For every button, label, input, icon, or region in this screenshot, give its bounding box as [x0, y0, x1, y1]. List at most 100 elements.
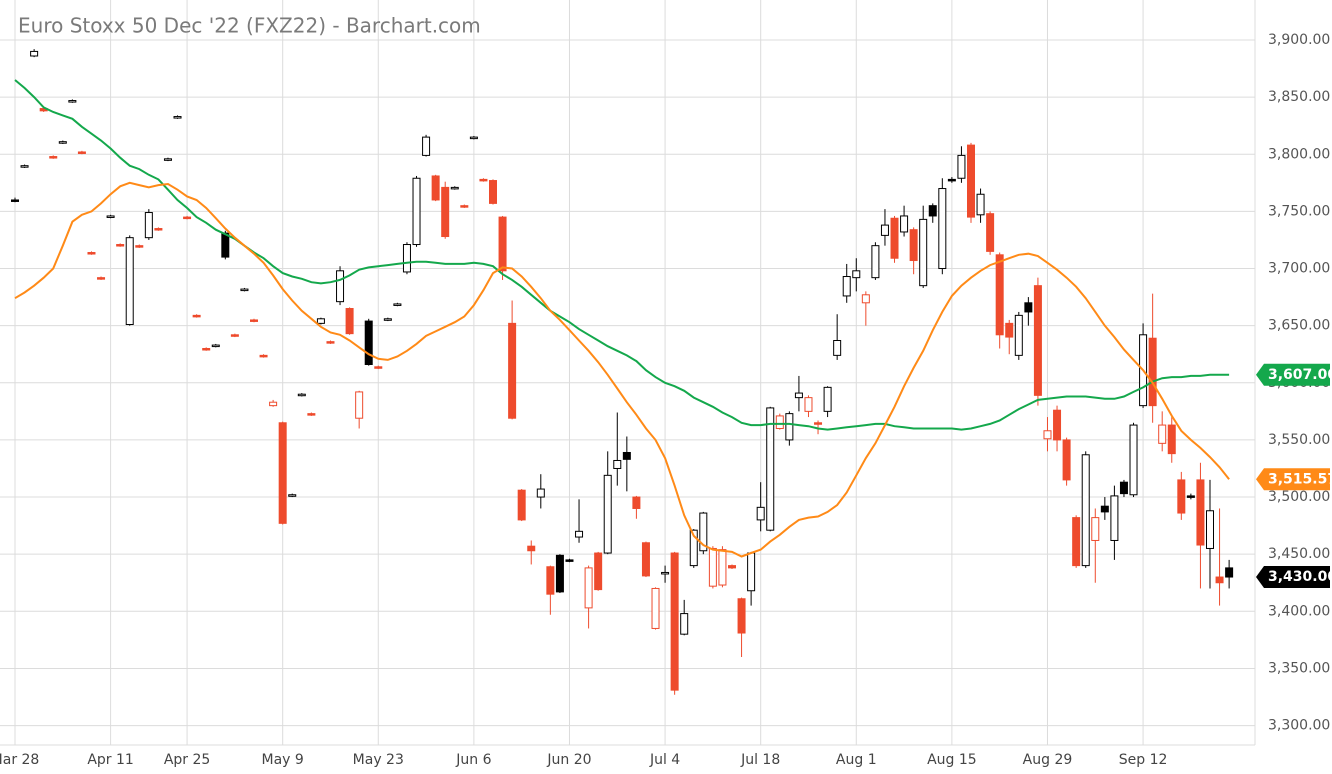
candle-body: [565, 559, 574, 562]
candle-body: [546, 566, 555, 595]
candle-body: [1091, 517, 1100, 541]
candle-body: [163, 158, 172, 161]
ma-line: [14, 181, 1230, 558]
candle-body: [154, 228, 163, 231]
x-tick-label: Apr 25: [164, 752, 210, 768]
candle-body: [536, 488, 545, 498]
candle-body: [469, 136, 478, 140]
y-tick-label: 3,650.00: [1268, 318, 1330, 334]
candle-body: [1177, 479, 1186, 514]
candle-body: [355, 391, 364, 419]
price-badge-label: 3,430.00: [1268, 569, 1332, 585]
candle-body: [431, 175, 440, 201]
candle-body: [938, 188, 947, 270]
candle-body: [1196, 479, 1205, 546]
candle-body: [833, 340, 842, 356]
x-tick-label: Sep 12: [1119, 752, 1168, 768]
candle-body: [1100, 505, 1109, 513]
candle-body: [1215, 576, 1224, 584]
candle-body: [1158, 424, 1167, 444]
candle-body: [58, 141, 67, 144]
y-tick-label: 3,850.00: [1268, 89, 1330, 105]
candle-body: [871, 245, 880, 279]
candle-body: [345, 308, 354, 335]
candle-body: [890, 217, 899, 259]
candle-body: [87, 252, 96, 255]
x-tick-label: Jun 20: [546, 752, 591, 768]
candle-body: [49, 156, 58, 159]
candle-body: [125, 237, 134, 326]
y-tick-label: 3,500.00: [1268, 489, 1330, 505]
chart-title: Euro Stoxx 50 Dec '22 (FXZ22) - Barchart…: [18, 14, 481, 38]
price-badge: [1256, 363, 1330, 386]
candle-body: [1225, 567, 1234, 578]
price-badge-label: 3,515.57: [1268, 471, 1332, 487]
candle-body: [173, 116, 182, 119]
candle-body: [30, 50, 39, 57]
candle-body: [575, 530, 584, 538]
y-tick-label: 3,800.00: [1268, 146, 1330, 162]
candle-body: [747, 552, 756, 592]
candle-body: [1024, 302, 1033, 313]
candle-body: [97, 277, 106, 280]
x-tick-label: Apr 11: [87, 752, 133, 768]
candle-body: [20, 165, 29, 168]
candle-body: [919, 218, 928, 287]
candle-body: [680, 613, 689, 635]
candle-body: [1129, 424, 1138, 496]
candle-body: [584, 567, 593, 609]
y-tick-label: 3,450.00: [1268, 546, 1330, 562]
candle-body: [450, 186, 459, 190]
candle-body: [967, 144, 975, 218]
candle-body: [1053, 409, 1062, 441]
y-tick-label: 3,750.00: [1268, 203, 1330, 219]
y-tick-label: 3,700.00: [1268, 261, 1330, 277]
candle-body: [1062, 439, 1071, 481]
candle-body: [814, 422, 823, 425]
candle-body: [823, 386, 832, 412]
candle-body: [508, 322, 517, 419]
candle-body: [77, 151, 86, 154]
candle-body: [240, 288, 249, 292]
candle-body: [269, 401, 278, 407]
candle-body: [412, 177, 421, 246]
candle-body: [479, 178, 488, 182]
candle-body: [661, 571, 670, 575]
x-tick-label: Aug 29: [1023, 752, 1073, 768]
candle-body: [1186, 495, 1195, 498]
plot: [11, 49, 1234, 695]
candle-body: [422, 136, 431, 156]
candle-body: [1110, 495, 1119, 541]
x-tick-label: Jul 18: [740, 752, 780, 768]
grid: [0, 0, 1256, 746]
candle-body: [1167, 424, 1176, 455]
candle-body: [192, 314, 201, 318]
candle-body: [1206, 510, 1214, 549]
candle-body: [976, 193, 985, 216]
candle-body: [441, 186, 450, 238]
candle-body: [68, 100, 77, 103]
x-tick-label: Mar 28: [0, 752, 39, 768]
candle-body: [221, 232, 230, 258]
candle-body: [594, 552, 603, 591]
candle-body: [288, 494, 297, 497]
candle-body: [928, 205, 937, 217]
candle-body: [1014, 314, 1023, 356]
candle-body: [460, 205, 469, 208]
x-tick-label: Aug 15: [927, 752, 977, 768]
candle-body: [374, 366, 383, 369]
candle-body: [804, 397, 813, 412]
candle-body: [699, 512, 708, 552]
candle-body: [766, 407, 775, 531]
candle-body: [785, 413, 794, 441]
candle-body: [211, 344, 220, 348]
candle-body: [316, 318, 325, 324]
price-badge: [1256, 468, 1330, 491]
candle-body: [1033, 285, 1042, 396]
candle-body: [995, 254, 1004, 336]
ma-line: [14, 79, 1230, 431]
candle-body: [326, 341, 335, 344]
candle-body: [613, 459, 622, 469]
